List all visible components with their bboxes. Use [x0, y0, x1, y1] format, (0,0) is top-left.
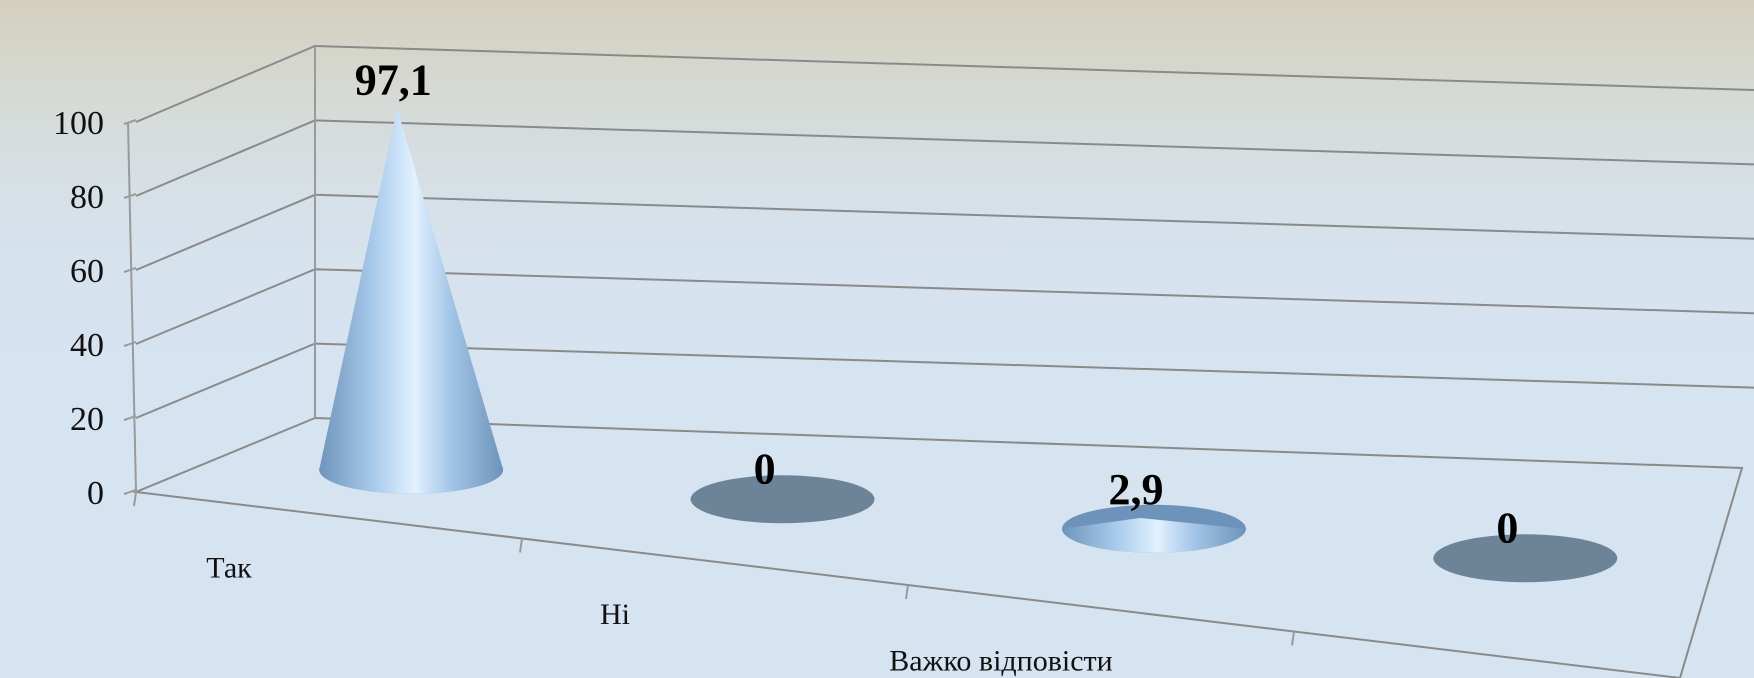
x-tick-1: [519, 538, 523, 553]
cone-0: [319, 108, 504, 494]
cone-flat-base-3: [1433, 534, 1618, 583]
cone-body-0: [319, 108, 504, 494]
y-tick-label-60: 60: [70, 253, 104, 290]
x-category-label-1: Ні: [600, 598, 630, 631]
cone-1: [690, 475, 875, 524]
cone-flat-base-1: [690, 475, 875, 524]
x-tick-0: [133, 491, 137, 507]
cone-3: [1433, 534, 1618, 583]
x-tick-3: [1291, 631, 1295, 646]
y-axis-line: [127, 121, 137, 493]
y-tick-label-20: 20: [70, 401, 104, 438]
x-tick-2: [905, 584, 909, 600]
data-label-1: 0: [754, 444, 776, 493]
x-category-label-0: Так: [206, 551, 252, 584]
cone-body-2: [1061, 517, 1246, 553]
y-tick-label-80: 80: [70, 179, 104, 216]
floor-outline: [132, 417, 1744, 678]
y-tick-label-0: 0: [87, 475, 104, 512]
data-label-0: 97,1: [355, 56, 432, 105]
y-tick-label-40: 40: [70, 327, 104, 364]
y-tick-100: [123, 119, 137, 125]
data-label-3: 0: [1496, 503, 1518, 552]
y-tick-0: [123, 489, 137, 495]
y-tick-60: [123, 267, 137, 273]
y-tick-40: [123, 341, 137, 347]
data-label-2: 2,9: [1108, 465, 1163, 514]
cone-2: [1061, 504, 1246, 553]
gridline-80: [135, 119, 1754, 197]
y-tick-label-100: 100: [53, 105, 104, 142]
x-category-label-2: Важко відповісти: [889, 644, 1112, 677]
